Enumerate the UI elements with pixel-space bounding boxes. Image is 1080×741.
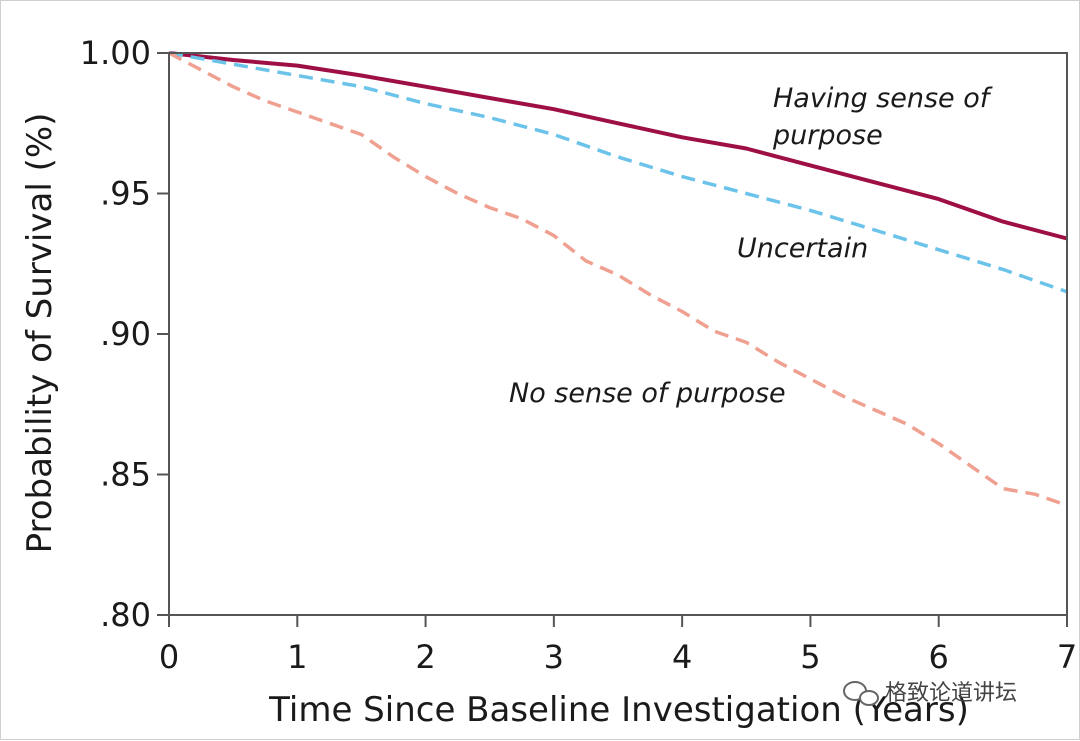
x-tick-label: 6 [929,638,949,676]
y-tick-label: 1.00 [80,34,151,72]
chat-bubble-icon [843,681,879,706]
series-lines [168,51,1068,508]
series-line-uncertain [168,51,1068,294]
x-tick-label: 7 [1057,638,1077,676]
x-ticks: 0 1 2 3 4 5 6 7 [159,615,1077,676]
watermark-text: 格致论道讲坛 [885,681,1017,706]
x-tick-label: 1 [287,638,307,676]
series-line-no-sense-of-purpose [168,51,1068,508]
x-tick-label: 4 [672,638,692,676]
y-axis-title: Probability of Survival (%) [20,113,60,554]
y-tick-label: .80 [100,596,151,634]
y-tick-label: .85 [100,456,151,494]
label-having-purpose-line1: Having sense of [773,83,993,114]
plot-axes [168,52,1068,616]
x-tick-label: 5 [800,638,820,676]
series-line-having-sense-of-purpose [168,51,1068,241]
y-tick-label: .95 [100,175,151,213]
watermark: 格致论道讲坛 [843,681,1017,706]
plot-frame [168,52,1068,616]
label-uncertain: Uncertain [737,233,868,264]
x-tick-label: 0 [159,638,179,676]
label-having-purpose-line2: purpose [772,120,883,151]
y-tick-label: .90 [100,315,151,353]
x-tick-label: 2 [415,638,435,676]
y-ticks: .80 .85 .90 .95 1.00 [80,34,169,634]
x-tick-label: 3 [544,638,564,676]
x-axis-title: Time Since Baseline Investigation (Years… [268,690,969,730]
label-no-purpose: No sense of purpose [509,378,786,409]
